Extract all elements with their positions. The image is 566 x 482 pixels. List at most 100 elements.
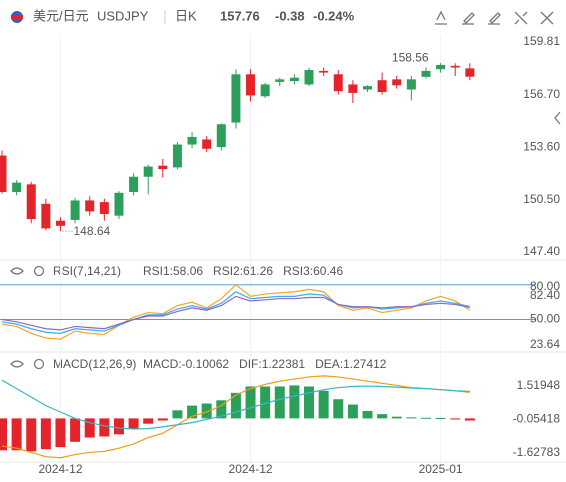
macd-bar	[304, 386, 315, 419]
candle-body	[129, 176, 139, 192]
y-tick-label: 80.00	[530, 279, 560, 293]
macd-bar	[55, 418, 66, 448]
high-annotation: 158.56	[392, 50, 429, 64]
candle-body	[289, 77, 299, 82]
macd-bar	[99, 418, 110, 437]
toolbar	[435, 10, 554, 25]
candle-body	[187, 136, 197, 145]
macd-bar	[245, 386, 256, 419]
y-tick-label: -0.05418	[513, 412, 561, 426]
candle-body	[85, 200, 95, 212]
macd-bar	[318, 390, 329, 419]
legend-entry: RSI3:60.46	[283, 264, 343, 278]
macd-bar	[347, 404, 358, 419]
candle-body	[450, 65, 460, 68]
macd-bar	[391, 416, 402, 419]
candle-body	[26, 184, 36, 220]
rsi-header: RSI(7,14,21)	[10, 264, 121, 278]
macd-bar	[113, 418, 124, 435]
candle-body	[436, 64, 446, 70]
macd-bar	[216, 400, 227, 419]
legend-entry: RSI2:61.26	[213, 264, 273, 278]
macd-bar	[40, 418, 51, 450]
legend-entry: RSI1:58.06	[143, 264, 203, 278]
macd-bar	[143, 418, 154, 424]
indicator-line	[1, 291, 470, 334]
macd-bar	[84, 418, 95, 438]
indicator-line	[1, 283, 471, 340]
price: 157.76	[220, 8, 260, 23]
candle-body	[114, 192, 124, 216]
macd-bar	[26, 418, 37, 452]
candle-body	[348, 84, 358, 93]
macd-bar	[260, 386, 271, 419]
macd-bar	[420, 417, 431, 419]
macd-bar	[187, 405, 198, 419]
collapse-arrow[interactable]	[554, 111, 561, 125]
tool-cross[interactable]	[514, 11, 528, 25]
y-tick-label: 82.40	[530, 288, 560, 302]
gear-icon[interactable]	[33, 265, 45, 277]
rsi-title: RSI(7,14,21)	[53, 264, 121, 278]
tool-brush[interactable]	[488, 12, 501, 25]
symbol: USDJPY	[97, 8, 149, 23]
macd-bar	[0, 418, 7, 451]
candle-body	[12, 182, 22, 192]
candle-body	[275, 79, 285, 82]
x-tick-label: 2024-12	[38, 462, 82, 476]
y-tick-label: 153.60	[523, 139, 560, 153]
legend-entry: MACD:-0.10062	[143, 357, 229, 371]
macd-bar	[157, 418, 168, 421]
macd-bar	[128, 418, 139, 430]
period[interactable]: 日K	[175, 8, 197, 23]
y-tick-label: 23.64	[530, 337, 560, 351]
macd-title: MACD(12,26,9)	[53, 357, 136, 371]
candle-body	[202, 139, 212, 149]
macd-bar	[172, 410, 183, 419]
indicator-line	[1, 375, 470, 459]
candle-body	[363, 86, 372, 90]
low-annotation: 148.64	[73, 224, 110, 238]
candle-body	[70, 200, 80, 220]
candle-body	[55, 220, 65, 226]
tool-line[interactable]	[435, 10, 447, 25]
candle-body	[377, 80, 387, 93]
y-tick-label: 156.70	[523, 87, 560, 101]
y-tick-label: 50.00	[530, 312, 560, 326]
macd-bar	[289, 385, 300, 419]
tool-clear[interactable]	[540, 11, 554, 25]
gear-icon[interactable]	[33, 358, 45, 370]
macd-bar	[362, 410, 373, 419]
indicator-line	[1, 379, 470, 430]
candle-body	[304, 70, 314, 85]
legend-entry: DEA:1.27412	[315, 357, 387, 371]
eye-icon[interactable]	[10, 360, 24, 368]
macd-header: MACD(12,26,9)	[10, 357, 136, 371]
eye-icon[interactable]	[10, 267, 24, 275]
macd-bar	[333, 399, 344, 419]
candle-body	[0, 155, 7, 192]
candle-body	[99, 202, 109, 214]
candle-body	[143, 166, 153, 177]
candle-body	[421, 70, 431, 77]
macd-bar	[435, 417, 446, 419]
candle-body	[41, 203, 51, 229]
y-tick-label: 159.81	[523, 34, 560, 48]
candle-body	[216, 124, 226, 148]
candle-body	[158, 165, 168, 170]
instrument-name: 美元/日元	[33, 8, 89, 23]
y-tick-label: 147.40	[523, 244, 560, 258]
macd-bar	[464, 418, 475, 421]
macd-bar	[406, 417, 417, 419]
flag-stripe	[11, 15, 23, 19]
macd-bar	[230, 392, 241, 419]
x-tick-label: 2024-12	[229, 462, 273, 476]
change: -0.38	[275, 8, 305, 23]
candle-body	[319, 70, 329, 73]
macd-bar	[70, 418, 81, 442]
tool-pen[interactable]	[462, 12, 475, 25]
candle-body	[392, 79, 402, 86]
candle-body	[231, 74, 241, 123]
candle-body	[172, 144, 182, 168]
